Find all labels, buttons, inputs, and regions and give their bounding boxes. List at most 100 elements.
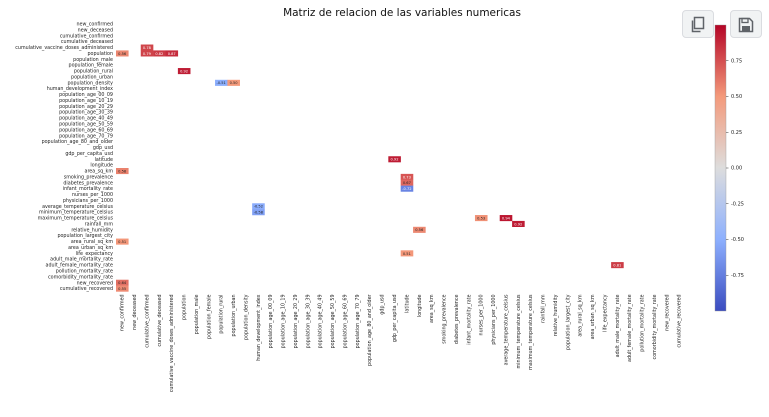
x-tick-label: adult_male_mortality_rate	[615, 294, 621, 357]
x-tick-label: longitude	[417, 294, 423, 317]
heatmap-value-labels: 0.78 0.56 0.79 0.82 0.87 0.92 -0.51 0.50 0.58 0.9…	[118, 46, 621, 291]
heatmap-cell	[227, 79, 240, 86]
cell-value-label: 0.50	[230, 81, 239, 85]
x-tick-label: human_development_index	[256, 294, 262, 360]
y-tick-label: cumulative_recovered	[60, 286, 113, 292]
heatmap-cell	[165, 50, 179, 57]
x-tick-label: infant_mortality_rate	[466, 294, 472, 344]
colorbar-tick-label: -0.75	[731, 273, 744, 279]
y-tick-label: new_deceased	[78, 27, 113, 33]
heatmap-cell	[474, 215, 488, 222]
y-tick-label: population_age_10_19	[59, 98, 113, 104]
heatmap-cell	[252, 209, 265, 216]
x-tick-label: population_age_00_09	[268, 294, 274, 348]
cell-value-label: 0.92	[514, 222, 522, 226]
y-tick-label: longitude	[90, 163, 113, 169]
x-tick-label: diabetes_prevalence	[454, 294, 460, 344]
y-tick-label: population_density	[67, 80, 113, 86]
x-tick-label: cumulative_vaccine_doses_administered	[169, 294, 175, 392]
x-tick-label: population_largest_city	[565, 294, 571, 350]
y-tick-label: population_age_20_29	[59, 104, 113, 110]
y-tick-label: diabetes_prevalence	[63, 180, 113, 186]
cell-value-label: 0.56	[118, 52, 127, 56]
heatmap-cell	[116, 168, 129, 175]
chart-title: Matriz de relacion de las variables nume…	[283, 7, 521, 19]
y-tick-label: minimum_temperature_celsius	[39, 210, 114, 216]
y-tick-label: average_temperature_celsius	[42, 204, 113, 210]
y-tick-label: life_expectancy	[76, 251, 114, 257]
x-tick-label: cumulative_deceased	[157, 294, 163, 346]
colorbar-tick-label: -0.50	[731, 237, 744, 243]
x-tick-label: area_rural_sq_km	[578, 294, 584, 336]
x-tick-label: population_age_20_29	[293, 294, 299, 348]
y-tick-label: physicians_per_1000	[63, 198, 113, 204]
cell-value-label: 0.82	[155, 52, 163, 56]
y-tick-label: gdp_usd	[93, 145, 113, 151]
x-tick-label: population_urban	[231, 294, 237, 336]
heatmap-cell	[215, 79, 228, 86]
cell-value-label: 0.92	[180, 69, 188, 73]
heatmap-cells	[116, 44, 624, 292]
heatmap-cell	[611, 262, 624, 269]
x-tick-label: minimum_temperature_celsius	[516, 294, 522, 369]
cell-value-label: -0.52	[254, 205, 263, 209]
heatmap-cell	[400, 250, 414, 257]
save-button[interactable]	[730, 10, 762, 38]
y-tick-label: cumulative_confirmed	[60, 33, 113, 39]
y-tick-label: human_development_index	[47, 86, 113, 92]
y-tick-label: area_rural_sq_km	[71, 239, 113, 245]
cell-value-label: 0.79	[143, 52, 152, 56]
x-tick-label: cumulative_confirmed	[144, 294, 150, 347]
y-tick-label: population_age_00_09	[59, 92, 113, 98]
y-tick-label: population_age_70_79	[59, 133, 113, 139]
x-tick-label: life_expectancy	[602, 294, 608, 332]
heatmap-cell	[153, 50, 166, 57]
y-tick-label: population_age_50_59	[59, 122, 113, 128]
heatmap-cell	[116, 238, 129, 245]
cell-value-label: 0.67	[403, 181, 411, 185]
x-tick-label: new_deceased	[132, 294, 138, 329]
x-tick-label: pollution_mortality_rate	[640, 294, 646, 351]
x-tick-label: average_temperature_celsius	[503, 294, 509, 365]
copy-button[interactable]	[682, 10, 714, 38]
y-tick-label: population_age_40_49	[59, 116, 113, 122]
heatmap-cell	[400, 173, 414, 180]
cell-value-label: -0.72	[402, 187, 411, 191]
y-tick-label: nurses_per_1000	[72, 192, 113, 198]
y-tick-label: cumulative_vaccine_doses_administered	[15, 45, 113, 51]
cell-value-label: 0.78	[143, 46, 152, 50]
colorbar-tick-label: 0.00	[731, 166, 742, 172]
heatmap-cell	[400, 185, 414, 192]
cell-value-label: 0.64	[118, 281, 127, 285]
x-tick-label: population_age_70_79	[355, 294, 361, 348]
x-tick-label: relative_humidity	[553, 294, 559, 336]
x-tick-label: latitude	[404, 294, 410, 312]
y-tick-label: gdp_per_capita_usd	[65, 151, 113, 157]
cell-value-label: 0.53	[477, 216, 485, 220]
x-tick-label: population_age_30_39	[305, 294, 311, 348]
x-tick-label: population_density	[243, 294, 249, 340]
y-tick-label: cumulative_deceased	[61, 39, 113, 45]
y-tick-label: adult_male_mortality_rate	[50, 257, 113, 263]
x-tick-label: new_recovered	[664, 294, 670, 330]
x-tick-label: population_female	[206, 294, 212, 339]
y-tick-label: population_age_60_69	[59, 127, 113, 133]
heatmap-cell	[140, 44, 154, 51]
colorbar: 0.75 0.50 0.25 0.00 -0.25 -0.50 -0.75	[714, 24, 744, 312]
heatmap-cell	[413, 226, 426, 233]
cell-value-label: -0.51	[217, 81, 226, 85]
x-tick-label: physicians_per_1000	[491, 294, 497, 344]
x-tick-label: rainfall_mm	[541, 294, 547, 323]
cell-value-label: 0.73	[403, 175, 411, 179]
y-tick-label: area_urban_sq_km	[68, 245, 113, 251]
y-tick-label: new_confirmed	[76, 22, 113, 28]
y-tick-label: new_recovered	[77, 280, 113, 286]
y-tick-label: maximum_temperature_celsius	[38, 216, 114, 222]
heatmap-cell	[177, 68, 191, 75]
cell-value-label: 0.81	[613, 264, 621, 268]
cell-value-label: 0.94	[502, 216, 511, 220]
cell-value-label: 0.51	[403, 252, 411, 256]
cell-value-label: 0.58	[118, 169, 127, 173]
cell-value-label: -0.58	[254, 211, 264, 215]
